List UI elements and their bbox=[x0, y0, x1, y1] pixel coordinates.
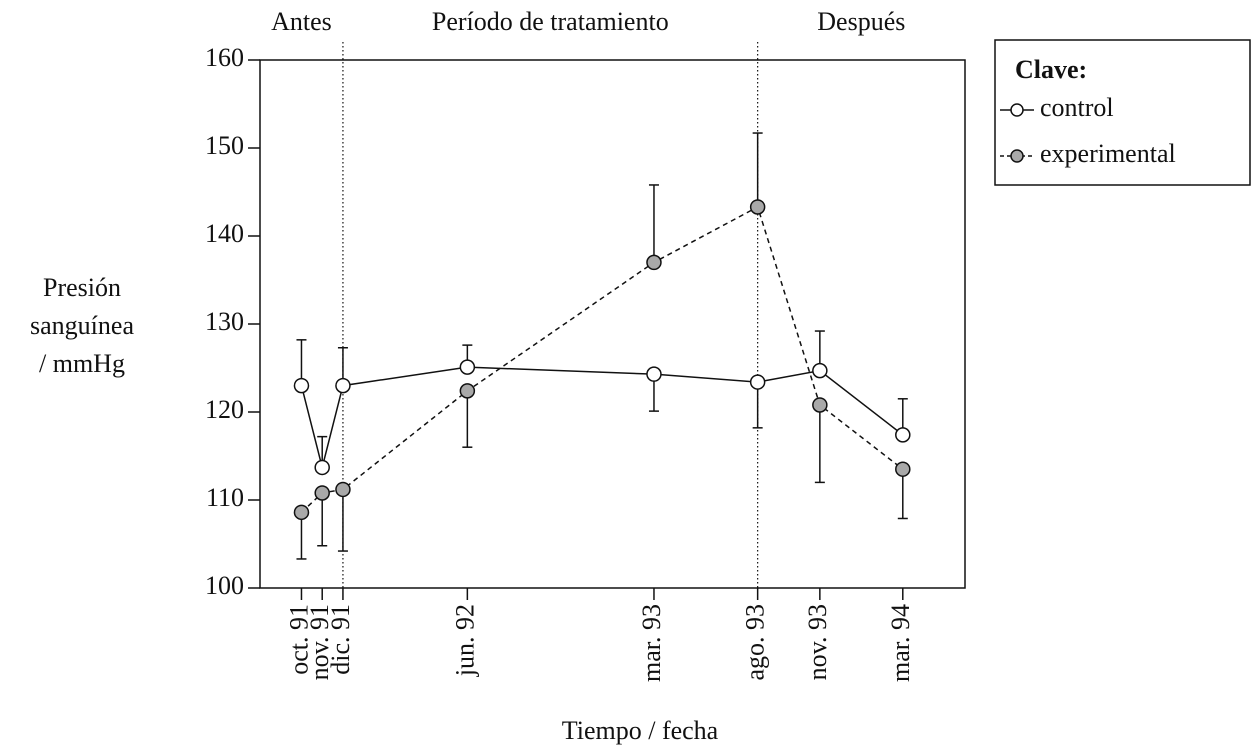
y-tick-label: 110 bbox=[206, 483, 244, 512]
x-tick-label: oct. 91 bbox=[284, 604, 313, 675]
x-tick-label: dic. 91 bbox=[326, 604, 355, 675]
data-point bbox=[293, 377, 310, 394]
y-tick-label: 100 bbox=[205, 571, 244, 600]
x-tick-label: jun. 92 bbox=[450, 604, 479, 677]
y-tick-label: 140 bbox=[205, 219, 244, 248]
x-tick-label: ago. 93 bbox=[741, 604, 770, 681]
data-point bbox=[335, 377, 351, 394]
period-label: Antes bbox=[271, 7, 332, 36]
data-point bbox=[895, 427, 911, 443]
data-point bbox=[646, 254, 662, 271]
data-point bbox=[335, 481, 351, 498]
data-point bbox=[895, 461, 911, 477]
x-axis-label: Tiempo / fecha bbox=[562, 716, 719, 745]
legend-label: control bbox=[1040, 93, 1114, 122]
legend-box bbox=[994, 39, 1251, 186]
legend-marker bbox=[1010, 149, 1024, 163]
plot-frame bbox=[259, 59, 966, 589]
y-axis-label: / mmHg bbox=[39, 349, 125, 378]
data-point bbox=[812, 397, 828, 413]
y-axis-label: Presión bbox=[43, 273, 121, 302]
series-line bbox=[300, 366, 904, 468]
y-axis-label: sanguínea bbox=[30, 311, 134, 340]
y-tick-label: 160 bbox=[205, 43, 244, 72]
x-tick-label: mar. 94 bbox=[886, 604, 915, 682]
data-point bbox=[646, 366, 662, 382]
data-point bbox=[459, 383, 476, 399]
period-label: Período de tratamiento bbox=[432, 7, 669, 36]
period-label: Después bbox=[817, 7, 905, 36]
data-point bbox=[459, 359, 476, 375]
legend-label: experimental bbox=[1040, 139, 1176, 168]
data-point bbox=[293, 504, 310, 521]
data-point bbox=[749, 199, 766, 215]
data-point bbox=[314, 485, 330, 501]
y-tick-label: 130 bbox=[205, 307, 244, 336]
x-tick-label: nov. 91 bbox=[305, 604, 334, 680]
legend-marker bbox=[1010, 103, 1024, 117]
x-tick-label: mar. 93 bbox=[637, 604, 666, 682]
x-tick-label: nov. 93 bbox=[803, 604, 832, 680]
data-point bbox=[812, 362, 828, 379]
data-point bbox=[314, 459, 330, 476]
y-tick-label: 150 bbox=[205, 131, 244, 160]
data-point bbox=[749, 374, 766, 390]
legend-title: Clave: bbox=[1015, 55, 1087, 84]
series-line bbox=[300, 205, 904, 513]
y-tick-label: 120 bbox=[205, 395, 244, 424]
